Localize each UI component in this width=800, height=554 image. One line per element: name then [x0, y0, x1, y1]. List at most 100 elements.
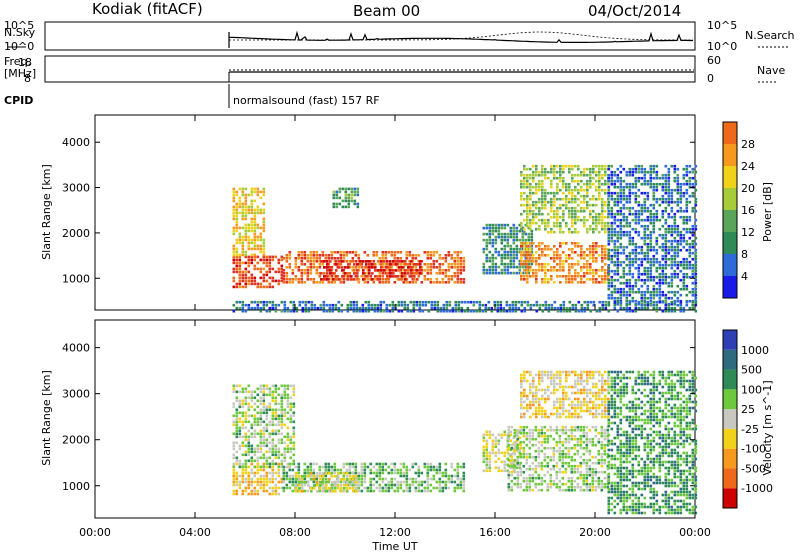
velocity-cell [399, 483, 403, 487]
power-cell [592, 257, 595, 260]
power-cell [259, 309, 263, 313]
power-cell [491, 259, 495, 263]
velocity-cell [535, 385, 538, 389]
power-cell [610, 254, 614, 258]
power-cell [634, 182, 638, 186]
power-cell [508, 303, 512, 307]
power-cell [676, 303, 680, 307]
power-cell [413, 272, 416, 275]
velocity-cell [555, 425, 559, 429]
power-cell [350, 190, 354, 194]
power-cell [412, 300, 416, 304]
velocity-cell [600, 488, 604, 492]
power-cell [396, 275, 400, 278]
velocity-cell [582, 458, 586, 462]
power-cell [303, 263, 307, 266]
power-cell [676, 248, 680, 252]
power-cell [247, 255, 251, 259]
power-cell [649, 272, 653, 276]
power-cell [625, 182, 629, 186]
power-cell [688, 179, 692, 183]
power-cell [367, 300, 371, 304]
velocity-cell [352, 472, 355, 475]
velocity-cell [355, 484, 358, 487]
power-cell [595, 251, 598, 254]
power-cell [331, 306, 335, 310]
power-cell [494, 241, 498, 245]
power-cell [631, 251, 635, 255]
power-cell [676, 167, 680, 171]
power-cell [412, 303, 416, 307]
power-cell [580, 257, 583, 260]
power-cell [526, 251, 529, 254]
velocity-cell [232, 462, 236, 466]
velocity-cell [259, 429, 263, 433]
power-cell [592, 269, 595, 272]
power-cell [362, 260, 365, 263]
velocity-cell [507, 485, 511, 489]
power-cell [262, 273, 266, 277]
power-cell [357, 269, 361, 272]
velocity-cell [325, 481, 328, 484]
power-cell [601, 281, 604, 284]
velocity-cell [552, 458, 556, 462]
power-cell [288, 254, 292, 257]
velocity-cell [399, 480, 403, 484]
power-cell [658, 218, 662, 222]
velocity-cell [537, 476, 541, 480]
power-cell [562, 215, 565, 219]
power-cell [691, 239, 695, 243]
power-cell [324, 275, 328, 278]
power-cell [616, 176, 620, 180]
power-cell [625, 296, 629, 300]
power-cell [562, 191, 565, 195]
power-cell [344, 187, 348, 191]
power-cell [535, 275, 538, 278]
power-cell [556, 206, 559, 210]
velocity-cell [238, 426, 242, 430]
velocity-cell [381, 468, 385, 472]
power-cell [312, 251, 316, 254]
velocity-cell [360, 477, 364, 481]
velocity-cell [520, 373, 523, 377]
power-cell [247, 226, 251, 230]
power-cell [277, 270, 281, 274]
velocity-cell [244, 480, 248, 484]
power-cell [409, 300, 413, 304]
power-cell [371, 266, 374, 269]
velocity-cell [238, 483, 242, 487]
power-cell [568, 263, 571, 266]
power-cell [604, 281, 607, 284]
velocity-cell [553, 388, 556, 392]
velocity-cell [564, 428, 568, 432]
power-cell [685, 221, 689, 225]
power-cell [568, 300, 572, 304]
power-cell [676, 224, 680, 228]
power-cell [646, 296, 650, 300]
velocity-cell [582, 473, 586, 477]
power-cell [577, 209, 580, 213]
velocity-cell [507, 452, 511, 456]
power-cell [667, 224, 671, 228]
power-cell [330, 266, 334, 269]
velocity-cell [310, 490, 313, 493]
power-cell [667, 167, 671, 171]
velocity-cell [235, 477, 239, 481]
velocity-cell [337, 478, 340, 481]
power-cell [532, 242, 535, 245]
velocity-cell [375, 480, 379, 484]
velocity-cell [494, 460, 498, 464]
velocity-cell [271, 474, 275, 478]
power-cell [256, 306, 260, 310]
velocity-cell [390, 483, 394, 487]
power-cell [512, 247, 516, 251]
velocity-cell [520, 400, 523, 404]
velocity-cell [603, 446, 607, 450]
power-cell [241, 276, 245, 280]
power-cell [280, 267, 284, 271]
velocity-cell [250, 435, 254, 439]
power-cell [577, 188, 580, 192]
velocity-cell [262, 435, 266, 439]
power-cell [640, 293, 644, 297]
power-cell [497, 232, 501, 236]
